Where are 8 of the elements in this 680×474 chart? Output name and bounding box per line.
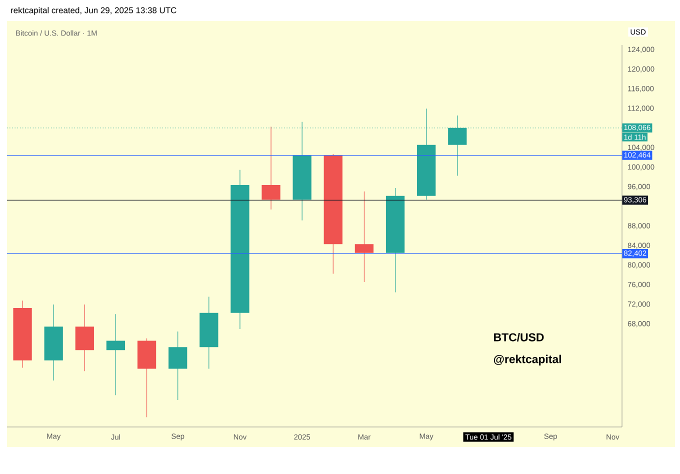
candlestick bbox=[106, 314, 126, 396]
candlestick bbox=[262, 126, 280, 210]
candlestick bbox=[354, 191, 374, 282]
annotation: @rektcapital bbox=[494, 354, 561, 366]
chart-title: rektcapital created, Jun 29, 2025 13:38 UTC bbox=[11, 7, 176, 15]
candlestick bbox=[168, 331, 188, 400]
candlestick bbox=[75, 304, 94, 372]
annotation: BTC/USD bbox=[494, 332, 544, 342]
